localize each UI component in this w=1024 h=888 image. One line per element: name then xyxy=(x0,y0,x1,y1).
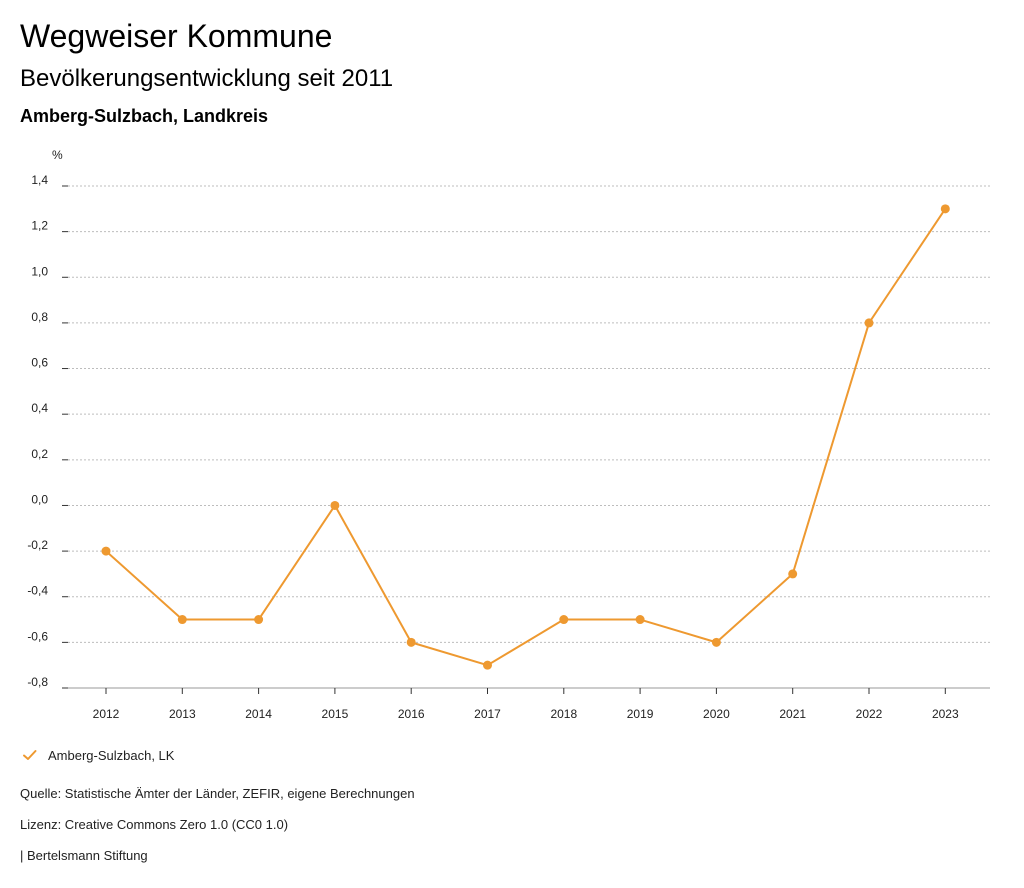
x-tick-label: 2014 xyxy=(245,707,272,721)
page-title: Wegweiser Kommune xyxy=(20,18,333,54)
y-tick-label: 0,6 xyxy=(31,356,48,370)
data-point[interactable] xyxy=(940,204,950,214)
publisher-note: | Bertelsmann Stiftung xyxy=(20,848,148,863)
x-tick-label: 2023 xyxy=(932,707,959,721)
data-point[interactable] xyxy=(406,637,416,647)
region-name: Amberg-Sulzbach, Landkreis xyxy=(20,106,269,126)
grid-lines xyxy=(68,185,990,689)
y-tick-label: -0,2 xyxy=(27,538,48,552)
data-point[interactable] xyxy=(559,615,569,625)
series-layer xyxy=(101,204,950,670)
y-tick-label: 0,8 xyxy=(31,310,48,324)
x-tick-label: 2022 xyxy=(856,707,883,721)
data-point[interactable] xyxy=(864,318,874,328)
x-tick-label: 2017 xyxy=(474,707,501,721)
y-tick-label: 1,4 xyxy=(31,173,48,187)
y-tick-label: 0,2 xyxy=(31,447,48,461)
legend-check-icon xyxy=(23,750,37,760)
x-tick-label: 2016 xyxy=(398,707,425,721)
y-tick-label: 1,0 xyxy=(31,264,48,278)
y-tick-label: -0,6 xyxy=(27,629,48,643)
y-tick-label: 0,0 xyxy=(31,492,48,506)
data-point[interactable] xyxy=(177,615,187,625)
data-point[interactable] xyxy=(101,546,111,556)
x-tick-label: 2020 xyxy=(703,707,730,721)
y-tick-label: -0,8 xyxy=(27,675,48,689)
x-tick-label: 2019 xyxy=(627,707,654,721)
chart-legend[interactable]: Amberg-Sulzbach, LK xyxy=(22,744,174,766)
y-axis-unit-label: % xyxy=(52,148,63,162)
x-tick-label: 2018 xyxy=(550,707,577,721)
y-tick-label: 1,2 xyxy=(31,219,48,233)
x-axis-ticks: 2012 2013 2014 2015 2016 2017 2018 2019 2020 2021… xyxy=(93,688,959,721)
data-point[interactable] xyxy=(635,615,645,625)
chart-subtitle: Bevölkerungsentwicklung seit 2011 xyxy=(20,65,394,92)
y-tick-label: -0,4 xyxy=(27,584,48,598)
data-point[interactable] xyxy=(483,660,492,670)
legend-label: Amberg-Sulzbach, LK xyxy=(48,747,175,763)
data-point[interactable] xyxy=(254,615,264,625)
x-tick-label: 2012 xyxy=(93,707,120,721)
y-axis-ticks: 1,4 1,2 1,0 0,8 0,6 0,4 0,2 0,0 -0,2 -0,4 -0,6 -0,8 xyxy=(27,173,68,689)
data-point[interactable] xyxy=(711,637,721,647)
x-tick-label: 2015 xyxy=(322,707,349,721)
license-note: Lizenz: Creative Commons Zero 1.0 (CC0 1… xyxy=(20,817,289,832)
source-note: Quelle: Statistische Ämter der Länder, Z… xyxy=(20,786,415,801)
data-point[interactable] xyxy=(788,569,798,579)
line-chart: % 1,4 1,2 1,0 0,8 0,6 0,4 0,2 0,0 -0,2 -0,4 -0,6 -0… xyxy=(27,148,990,721)
series-line xyxy=(105,208,947,667)
data-point[interactable] xyxy=(330,500,340,510)
x-tick-label: 2021 xyxy=(779,707,806,721)
y-tick-label: 0,4 xyxy=(31,401,48,415)
x-tick-label: 2013 xyxy=(169,707,196,721)
